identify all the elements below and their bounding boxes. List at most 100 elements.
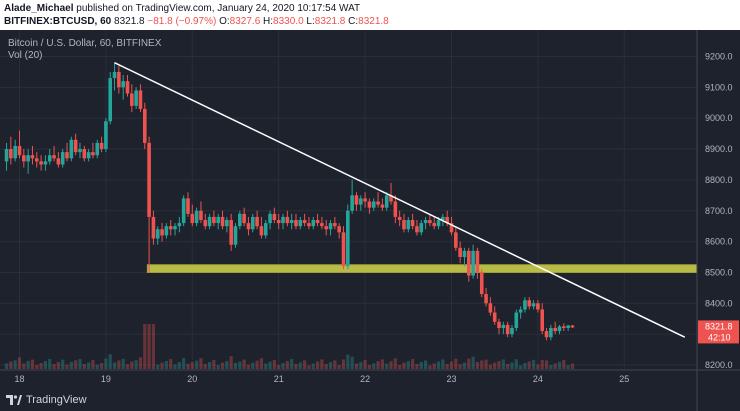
tradingview-brand[interactable]: TradingView (6, 394, 87, 406)
candle-body (13, 145, 17, 159)
volume-bar (285, 361, 289, 369)
candle-countdown: 42:10 (708, 332, 731, 342)
volume-bar (108, 354, 112, 369)
candle-body (415, 226, 419, 233)
volume-bar (104, 358, 108, 369)
volume-bar (488, 364, 492, 369)
volume-bar (480, 360, 484, 369)
volume-bar (341, 359, 346, 369)
candle-body (91, 152, 95, 156)
candle-body (220, 216, 225, 227)
open-value: 8327.6 (229, 16, 261, 27)
volume-bar (307, 365, 311, 369)
candle-body (246, 223, 251, 230)
candle-body (540, 309, 545, 332)
candle-body (173, 226, 177, 230)
volume-bar (544, 360, 549, 369)
volume-bar (419, 362, 423, 369)
price-tick-label: 8700.0 (705, 206, 733, 216)
candle-body (22, 155, 26, 162)
candle-body (268, 213, 272, 224)
high-value: 8330.0 (273, 16, 304, 27)
volume-bar (35, 365, 39, 369)
candle-body (225, 220, 229, 227)
volume-bar (328, 362, 333, 369)
candle-body (216, 216, 221, 224)
volume-bar (445, 364, 449, 369)
price-tick-label: 8600.0 (705, 237, 733, 247)
volume-bar (570, 363, 575, 369)
volume-bar (130, 361, 134, 369)
volume-bar (415, 364, 419, 369)
candle-body (255, 216, 259, 227)
candle-body (142, 108, 147, 143)
candle-body (376, 201, 380, 205)
volume-bar (26, 360, 30, 369)
volume-bar (82, 364, 86, 369)
candle-body (65, 152, 69, 159)
volume-bar (462, 362, 467, 369)
candle-body (549, 327, 553, 338)
volume-bar (177, 362, 181, 369)
volume-bar (39, 363, 43, 369)
candle-body (186, 198, 190, 214)
candle-body (104, 121, 108, 150)
volume-bar (125, 364, 130, 369)
candle-body (259, 226, 264, 236)
candle-body (315, 220, 320, 224)
low-label: L: (306, 16, 315, 27)
brand-name: TradingView (26, 394, 87, 406)
volume-bar (441, 359, 445, 369)
volume-bar (363, 360, 367, 369)
volume-bar (423, 360, 428, 369)
volume-bar (290, 359, 294, 369)
volume-bar (294, 364, 298, 369)
candle-body (276, 220, 281, 224)
candle-body (436, 220, 441, 227)
chart-legend: Bitcoin / U.S. Dollar, 60, BITFINEX Vol … (8, 38, 161, 62)
high-label: H: (263, 16, 274, 27)
volume-bar (458, 364, 462, 369)
candle-body (177, 223, 182, 227)
price-tick-label: 8900.0 (705, 144, 733, 154)
volume-bar (398, 365, 402, 369)
candle-body (9, 149, 13, 159)
volume-bar (220, 362, 225, 369)
chart-area[interactable]: 9200.0 9100.0 9000.0 8900.0 8800.0 8700.0 8600… (0, 30, 740, 411)
volume-bar (346, 354, 350, 369)
candle-body (17, 145, 22, 156)
author-name[interactable]: Alade_Michael (4, 3, 74, 14)
price-chart[interactable]: 9200.0 9100.0 9000.0 8900.0 8800.0 8700.0 8600… (0, 30, 740, 411)
close-value: 8321.8 (358, 16, 389, 27)
candle-body (536, 303, 540, 310)
volume-bar (17, 357, 22, 369)
volume-bar (333, 360, 337, 369)
time-tick-label: 20 (187, 374, 197, 384)
volume-bar (514, 359, 518, 369)
volume-bar (506, 364, 510, 369)
support-zone (146, 264, 698, 273)
volume-bar (320, 359, 324, 369)
candle-body (130, 93, 134, 106)
time-tick-label: 18 (14, 374, 24, 384)
volume-bar (393, 358, 397, 369)
candle-body (397, 216, 402, 221)
volume-bar (406, 361, 410, 369)
volume-bar (510, 362, 514, 369)
candle-body (406, 220, 411, 230)
volume-bar (43, 361, 48, 369)
price-tick-label: 8800.0 (705, 175, 733, 185)
candle-body (199, 210, 203, 221)
volume-bar (199, 358, 203, 369)
last-price: 8321.8 (114, 16, 145, 27)
volume-bar (354, 363, 359, 369)
candle-body (566, 325, 570, 328)
time-tick-label: 22 (360, 374, 370, 384)
time-tick-label: 21 (274, 374, 284, 384)
volume-bar (311, 363, 315, 369)
candle-body (333, 223, 337, 227)
volume-bar (259, 358, 264, 369)
candle-body (393, 201, 398, 217)
candle-body (229, 220, 233, 245)
volume-bar (87, 362, 91, 369)
